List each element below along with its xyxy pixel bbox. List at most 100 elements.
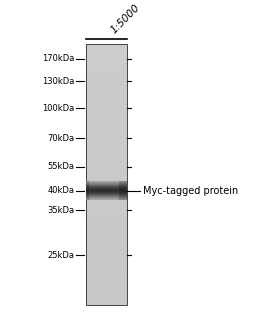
Bar bbox=[86, 255, 127, 256]
Bar bbox=[86, 248, 127, 250]
Bar bbox=[86, 242, 127, 243]
Bar bbox=[86, 85, 127, 87]
Bar bbox=[86, 233, 127, 234]
Bar bbox=[86, 115, 127, 117]
Bar bbox=[86, 88, 127, 89]
Bar bbox=[86, 264, 127, 265]
Bar bbox=[86, 165, 127, 166]
Bar bbox=[86, 185, 127, 186]
Bar bbox=[86, 256, 127, 257]
Bar bbox=[86, 187, 127, 188]
Bar bbox=[86, 178, 127, 179]
Bar bbox=[86, 145, 127, 147]
Bar bbox=[86, 149, 127, 151]
Bar bbox=[86, 291, 127, 293]
Bar bbox=[86, 300, 127, 302]
Bar bbox=[86, 109, 127, 110]
Bar bbox=[86, 80, 127, 82]
Bar bbox=[86, 272, 127, 273]
Bar bbox=[86, 217, 127, 218]
Bar bbox=[86, 97, 127, 99]
Bar bbox=[86, 144, 127, 145]
Bar bbox=[86, 75, 127, 76]
Bar bbox=[86, 63, 127, 65]
Bar bbox=[86, 294, 127, 295]
Bar bbox=[86, 276, 127, 277]
Bar bbox=[86, 295, 127, 297]
Bar bbox=[86, 137, 127, 139]
Bar bbox=[86, 117, 127, 118]
Bar bbox=[86, 123, 127, 125]
Bar bbox=[86, 74, 127, 75]
Bar bbox=[86, 192, 127, 194]
Bar bbox=[86, 277, 127, 278]
Bar bbox=[86, 183, 127, 185]
Bar bbox=[86, 286, 127, 288]
Bar bbox=[86, 195, 127, 196]
Bar bbox=[86, 169, 127, 170]
Bar bbox=[86, 126, 127, 127]
Bar bbox=[86, 224, 127, 225]
Bar bbox=[86, 49, 127, 50]
Bar bbox=[86, 110, 127, 111]
Bar bbox=[86, 94, 127, 96]
Bar bbox=[86, 285, 127, 286]
Bar bbox=[86, 298, 127, 299]
Bar bbox=[86, 128, 127, 130]
Bar bbox=[86, 237, 127, 238]
Bar bbox=[86, 134, 127, 135]
Bar bbox=[86, 263, 127, 264]
Bar bbox=[86, 101, 127, 102]
Text: 25kDa: 25kDa bbox=[47, 250, 74, 259]
Bar bbox=[86, 303, 127, 305]
Bar bbox=[86, 265, 127, 267]
Bar bbox=[86, 205, 127, 207]
Bar bbox=[86, 79, 127, 80]
Bar bbox=[86, 282, 127, 284]
Bar bbox=[86, 196, 127, 197]
Bar bbox=[86, 65, 127, 66]
Bar bbox=[86, 246, 127, 247]
Bar bbox=[86, 122, 127, 123]
Text: 40kDa: 40kDa bbox=[47, 186, 74, 195]
Bar bbox=[86, 76, 127, 77]
Bar bbox=[86, 262, 127, 263]
Text: 55kDa: 55kDa bbox=[47, 162, 74, 171]
Bar bbox=[86, 229, 127, 230]
Bar bbox=[86, 247, 127, 248]
Bar bbox=[86, 257, 127, 259]
Bar bbox=[86, 66, 127, 67]
Text: 70kDa: 70kDa bbox=[47, 134, 74, 143]
Bar bbox=[86, 220, 127, 221]
Bar bbox=[86, 58, 127, 59]
Bar bbox=[86, 125, 127, 126]
Bar bbox=[86, 118, 127, 119]
Bar bbox=[86, 273, 127, 274]
Bar bbox=[86, 82, 127, 83]
Bar bbox=[86, 173, 127, 174]
Bar bbox=[86, 204, 127, 205]
Bar bbox=[86, 212, 127, 213]
Bar bbox=[86, 235, 127, 237]
Bar bbox=[86, 72, 127, 74]
Bar bbox=[86, 274, 127, 276]
Bar bbox=[86, 131, 127, 132]
Bar bbox=[86, 89, 127, 91]
Bar bbox=[86, 59, 127, 61]
Bar bbox=[86, 44, 127, 45]
Bar bbox=[86, 68, 127, 70]
Bar bbox=[86, 51, 127, 53]
Bar bbox=[86, 44, 127, 305]
Bar bbox=[86, 269, 127, 271]
Bar bbox=[86, 240, 127, 242]
Bar bbox=[86, 140, 127, 142]
Bar bbox=[86, 96, 127, 97]
Bar bbox=[86, 238, 127, 239]
Bar bbox=[86, 290, 127, 291]
Bar bbox=[86, 156, 127, 157]
Bar bbox=[86, 230, 127, 231]
Bar bbox=[86, 293, 127, 294]
Bar bbox=[86, 147, 127, 148]
Bar bbox=[86, 222, 127, 224]
Bar bbox=[86, 213, 127, 214]
